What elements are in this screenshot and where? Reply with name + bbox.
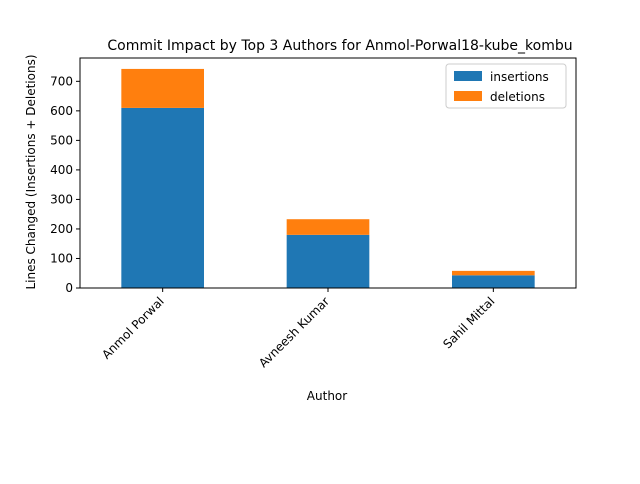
y-tick-label-3: 300 [50,192,73,206]
y-tick-label-2: 200 [50,222,73,236]
y-axis-label: Lines Changed (Insertions + Deletions) [24,54,38,289]
x-tick-label-1: Avneesh Kumar [256,294,332,370]
x-axis-label: Author [307,389,347,403]
y-tick-label-1: 100 [50,251,73,265]
y-tick-label-6: 600 [50,104,73,118]
chart-title: Commit Impact by Top 3 Authors for Anmol… [107,38,572,54]
bar-insertions-2 [452,275,535,288]
legend-label-deletions: deletions [490,90,545,104]
legend-label-insertions: insertions [490,70,549,84]
y-tick-label-7: 700 [50,74,73,88]
legend-swatch-deletions [454,91,482,101]
y-tick-label-0: 0 [65,281,73,295]
bar-deletions-0 [121,68,204,108]
bars-group [121,68,535,288]
legend-swatch-insertions [454,71,482,81]
x-tick-label-0: Anmol Porwal [99,294,167,362]
bar-deletions-2 [452,270,535,276]
y-tick-label-4: 400 [50,163,73,177]
bar-insertions-1 [286,234,370,288]
bar-deletions-1 [286,219,370,235]
y-tick-label-5: 500 [50,133,73,147]
legend: insertions deletions [445,63,567,109]
x-tick-label-2: Sahil Mittal [440,294,497,351]
bar-insertions-0 [121,107,204,288]
